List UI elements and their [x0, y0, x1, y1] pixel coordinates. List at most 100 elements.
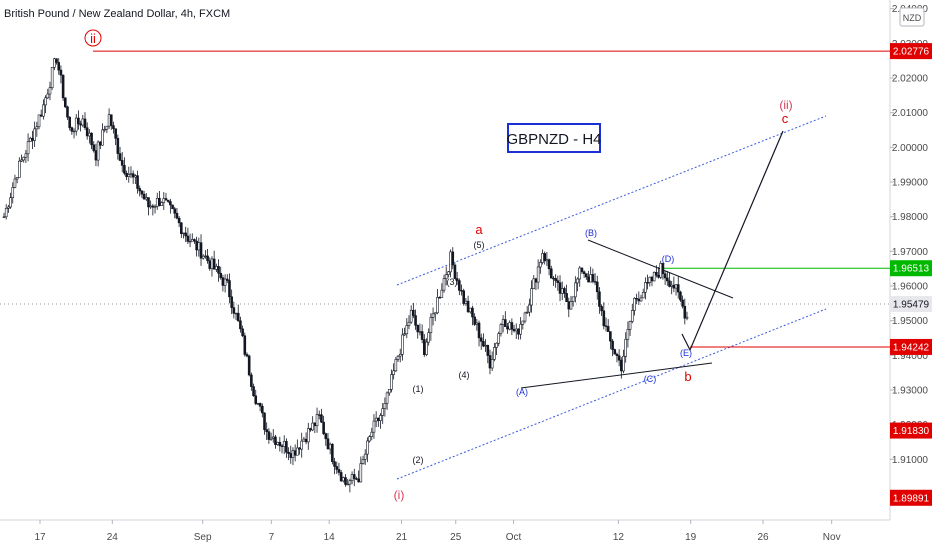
level-tag-label: 1.91830 — [893, 426, 930, 437]
candle-body — [567, 301, 571, 310]
candle-body — [617, 355, 621, 361]
candle-body — [175, 212, 179, 219]
wave-ii-circle — [84, 29, 102, 47]
candle-body — [55, 58, 58, 63]
candle-body — [453, 264, 457, 279]
candle-body — [215, 266, 218, 270]
candle-body — [460, 290, 463, 292]
candle-body — [83, 118, 87, 129]
y-tick-label: 1.95000 — [892, 316, 929, 327]
triangle-lower-line[interactable] — [520, 362, 713, 389]
candle-body — [134, 175, 137, 178]
candle-body — [447, 271, 450, 276]
candle-body — [622, 355, 625, 372]
candle-body — [309, 428, 312, 431]
candle-body — [519, 323, 522, 335]
candle-body — [197, 242, 201, 251]
candle-body — [221, 277, 225, 286]
candle-body — [315, 414, 319, 427]
projection-path[interactable] — [681, 130, 784, 352]
wave-a: a — [475, 222, 483, 237]
candles — [2, 57, 689, 493]
candle-body — [217, 266, 220, 274]
candle-body — [101, 129, 104, 146]
candle-body — [173, 208, 177, 214]
candle-body — [539, 262, 542, 268]
candle-body — [274, 436, 277, 445]
candle-body — [293, 450, 297, 456]
candle-body — [20, 159, 23, 162]
y-tick-label: 1.91000 — [892, 455, 929, 466]
candle-body — [464, 300, 468, 304]
y-tick-label: 1.98000 — [892, 212, 929, 223]
candle-body — [576, 278, 579, 284]
candle-body — [626, 329, 630, 340]
candle-body — [585, 273, 588, 278]
candle-body — [280, 445, 284, 447]
candle-body — [593, 281, 597, 283]
candle-body — [652, 271, 656, 282]
candle-body — [639, 297, 643, 302]
candle-body — [429, 317, 433, 333]
candle-body — [416, 324, 420, 333]
candle-body — [377, 417, 380, 421]
candle-body — [501, 319, 505, 325]
candle-body — [565, 293, 568, 302]
y-axis[interactable]: 1.910001.920001.930001.940001.950001.960… — [890, 4, 928, 466]
chart-title-box — [507, 123, 601, 153]
candle-body — [477, 322, 481, 339]
candle-body — [637, 298, 641, 302]
candle-body — [72, 130, 76, 133]
candle-body — [81, 118, 85, 126]
candle-body — [512, 329, 516, 332]
candle-body — [530, 288, 533, 306]
x-tick-label: Nov — [823, 532, 841, 543]
candle-body — [33, 128, 36, 141]
candle-body — [534, 278, 538, 283]
candle-body — [311, 422, 314, 431]
candle-body — [683, 305, 687, 319]
candle-body — [129, 173, 133, 175]
candle-body — [289, 453, 293, 458]
candle-body — [339, 472, 343, 482]
y-tick-label: 1.97000 — [892, 247, 929, 258]
candle-body — [392, 370, 395, 375]
candle-body — [140, 190, 144, 195]
candle-body — [342, 477, 345, 482]
candle-body — [188, 240, 192, 243]
candle-body — [363, 453, 367, 460]
candle-body — [368, 436, 371, 442]
candle-body — [166, 199, 170, 202]
candle-body — [458, 280, 461, 291]
x-axis[interactable]: 17 24 Sep 7 14 21 25 Oct 12 19 26 Nov — [34, 520, 841, 543]
candle-body — [112, 125, 115, 130]
candle-body — [186, 235, 190, 242]
candle-body — [317, 414, 321, 416]
candle-body — [563, 288, 566, 294]
candle-body — [123, 165, 126, 174]
channel-upper-line[interactable] — [396, 115, 827, 286]
level-tag-box — [890, 338, 932, 355]
candle-body — [571, 296, 575, 302]
candle-body — [210, 258, 214, 269]
candle-body — [394, 359, 398, 372]
candle-body — [74, 117, 78, 132]
candle-body — [425, 341, 428, 355]
candle-body — [493, 347, 496, 360]
candle-body — [282, 441, 286, 447]
candle-body — [554, 278, 557, 281]
candle-body — [230, 296, 233, 308]
candle-body — [114, 128, 117, 139]
candle-body — [96, 141, 100, 161]
wave-i-paren: (i) — [394, 488, 405, 502]
channel-lower-line[interactable] — [396, 308, 827, 480]
candle-body — [541, 253, 544, 263]
candle-body — [350, 474, 354, 482]
candle-body — [348, 480, 352, 485]
candle-body — [322, 421, 325, 434]
candle-body — [418, 331, 422, 333]
candle-body — [604, 325, 608, 327]
candle-body — [344, 477, 347, 485]
candle-body — [431, 313, 435, 318]
wave-tri-D: (D) — [662, 254, 675, 264]
